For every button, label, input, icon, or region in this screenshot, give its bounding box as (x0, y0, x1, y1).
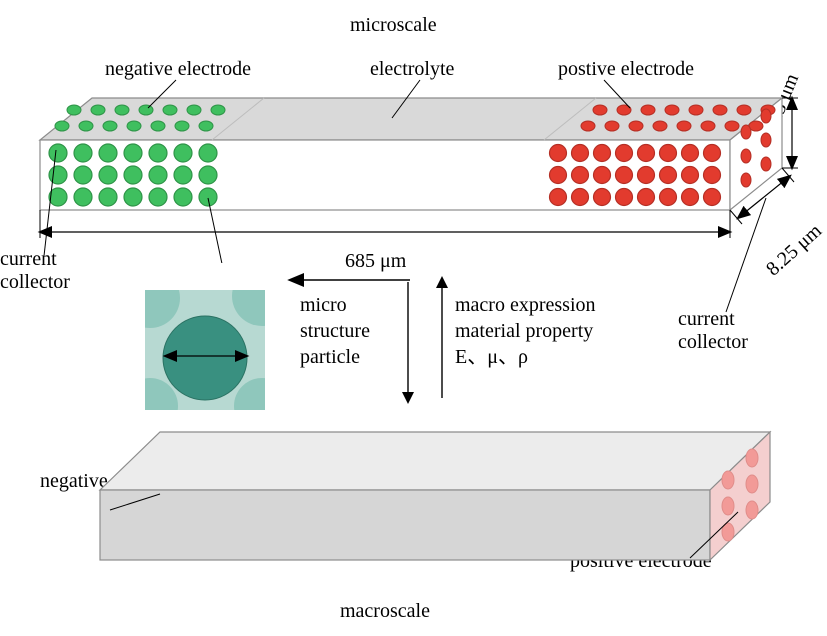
length-dimension (40, 210, 730, 238)
macroscale-bar (100, 432, 770, 560)
height-dimension (782, 98, 798, 168)
diagram-svg (0, 0, 827, 636)
microscale-bar (40, 98, 782, 210)
neg-front-particles (49, 144, 217, 206)
